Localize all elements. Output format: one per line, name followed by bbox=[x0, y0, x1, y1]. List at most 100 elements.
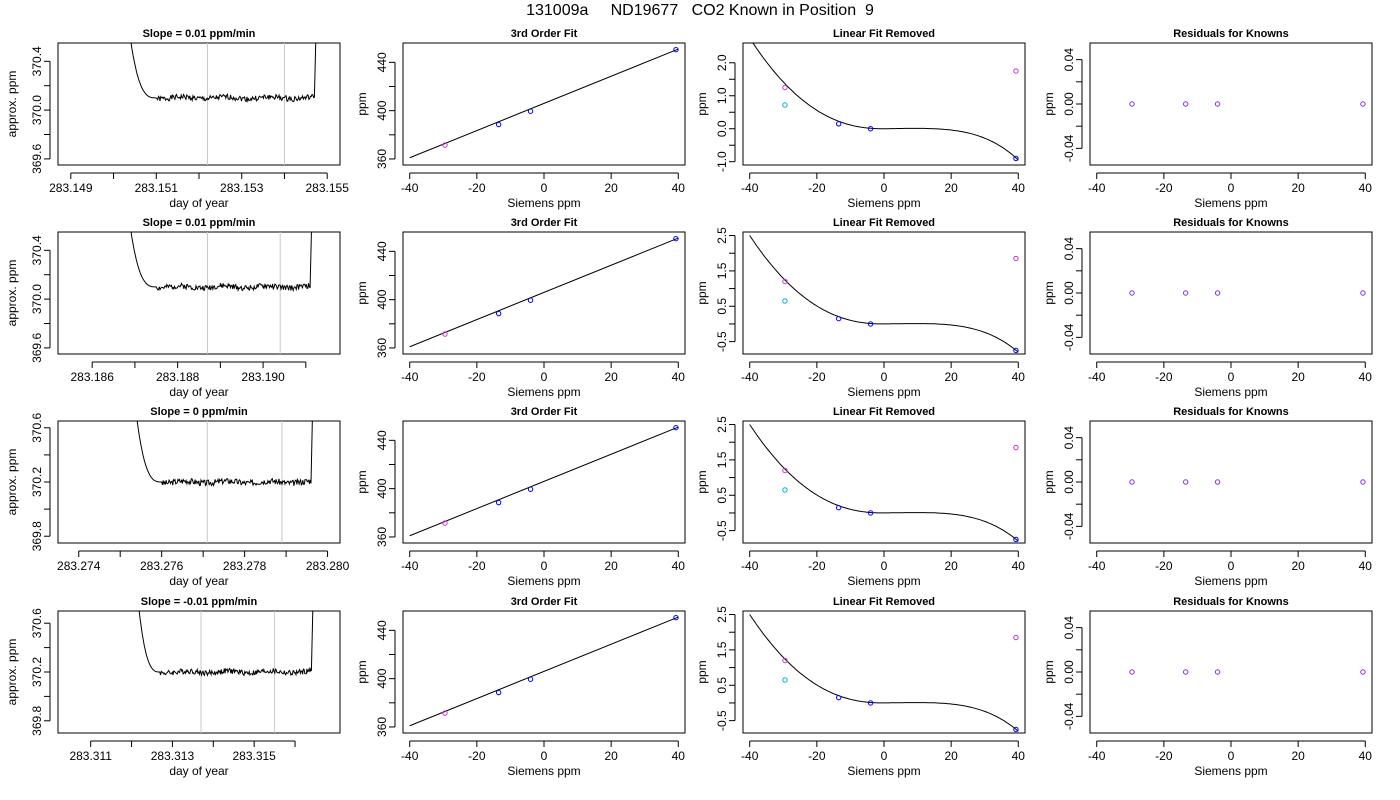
x-tick-label: 283.274 bbox=[57, 559, 101, 573]
data-point bbox=[1360, 479, 1366, 485]
x-tick-label: 40 bbox=[1359, 559, 1373, 573]
x-tick-label: -20 bbox=[1155, 749, 1173, 763]
y-tick-label: 0.00 bbox=[1062, 92, 1076, 116]
x-tick-label: 20 bbox=[1291, 749, 1305, 763]
plot-area bbox=[409, 46, 679, 159]
x-tick-label: -20 bbox=[468, 370, 486, 384]
chart-title: 3rd Order Fit bbox=[511, 28, 578, 40]
data-point bbox=[673, 235, 679, 242]
x-axis-label: day of year bbox=[169, 764, 228, 778]
y-tick-label: 370.4 bbox=[30, 46, 44, 76]
x-tick-label: 283.313 bbox=[151, 749, 195, 763]
data-point bbox=[1129, 290, 1135, 296]
y-tick-label: 440 bbox=[375, 620, 389, 640]
y-tick-label: 1.5 bbox=[715, 451, 729, 468]
y-tick-label: 0.04 bbox=[1062, 237, 1076, 261]
data-point bbox=[527, 676, 534, 682]
y-axis-label: ppm bbox=[695, 281, 709, 304]
plot-area bbox=[752, 43, 1019, 162]
plot-area bbox=[136, 421, 313, 543]
x-tick-label: 20 bbox=[1291, 559, 1305, 573]
x-tick-label: -20 bbox=[808, 370, 826, 384]
x-tick-label: -20 bbox=[468, 181, 486, 195]
x-axis-label: Siemens ppm bbox=[1194, 196, 1267, 210]
data-point bbox=[1214, 290, 1221, 296]
plot-frame bbox=[742, 610, 1026, 734]
y-tick-label: 0.00 bbox=[1062, 281, 1076, 305]
y-axis-label: ppm bbox=[355, 92, 369, 115]
chart-panel-r3-c0: Slope = -0.01 ppm/min 283.311 283.313 283.3… bbox=[5, 596, 341, 778]
x-axis-label: Siemens ppm bbox=[507, 196, 580, 210]
x-axis-label: Siemens ppm bbox=[1194, 574, 1267, 588]
y-axis-label: ppm bbox=[1042, 92, 1056, 115]
x-tick-label: 40 bbox=[1012, 749, 1026, 763]
x-tick-label: 40 bbox=[672, 749, 686, 763]
data-point bbox=[673, 424, 679, 431]
y-tick-label: 0.00 bbox=[1062, 470, 1076, 494]
y-tick-label: -0.04 bbox=[1062, 323, 1076, 351]
y-tick-label: 0.04 bbox=[1062, 426, 1076, 450]
x-tick-label: 20 bbox=[944, 559, 958, 573]
x-tick-label: 20 bbox=[1291, 181, 1305, 195]
chart-title: Linear Fit Removed bbox=[833, 596, 935, 608]
data-point bbox=[1182, 669, 1189, 675]
data-point bbox=[867, 321, 874, 327]
chart-title: Linear Fit Removed bbox=[833, 406, 935, 418]
data-point bbox=[673, 614, 679, 621]
data-point bbox=[442, 331, 448, 337]
y-axis-label: approx. ppm bbox=[5, 639, 19, 706]
plot-frame bbox=[1089, 231, 1373, 355]
data-point bbox=[1360, 290, 1366, 296]
y-tick-label: 0.04 bbox=[1062, 48, 1076, 72]
data-point bbox=[782, 487, 788, 493]
y-axis-label: ppm bbox=[1042, 470, 1056, 493]
x-tick-label: -20 bbox=[1155, 559, 1173, 573]
x-tick-label: 283.153 bbox=[220, 181, 264, 195]
data-point bbox=[495, 499, 502, 506]
co2-trace-line bbox=[136, 421, 313, 488]
plot-area bbox=[130, 232, 312, 354]
chart-panel-r2-c3: Residuals for Knowns -40 -20 0 20 40 Siemens p… bbox=[1042, 406, 1373, 588]
x-tick-label: 20 bbox=[944, 749, 958, 763]
x-tick-label: 0 bbox=[541, 370, 548, 384]
data-point bbox=[867, 510, 874, 516]
y-tick-label: 400 bbox=[375, 289, 389, 309]
x-axis-label: Siemens ppm bbox=[507, 574, 580, 588]
fit-line bbox=[409, 616, 679, 727]
x-tick-label: -40 bbox=[401, 181, 419, 195]
data-point bbox=[495, 310, 502, 317]
fit-line bbox=[409, 426, 679, 537]
x-tick-label: 0 bbox=[541, 181, 548, 195]
data-point bbox=[1013, 68, 1019, 74]
data-point bbox=[1013, 155, 1019, 162]
x-tick-label: 40 bbox=[672, 181, 686, 195]
y-tick-label: 370.0 bbox=[30, 284, 44, 314]
chart-title: Linear Fit Removed bbox=[833, 28, 935, 40]
chart-title: Residuals for Knowns bbox=[1173, 28, 1289, 40]
y-tick-label: 370.4 bbox=[30, 235, 44, 265]
x-tick-label: 283.190 bbox=[241, 370, 285, 384]
y-tick-label: 2.5 bbox=[715, 606, 729, 623]
x-axis-label: day of year bbox=[169, 385, 228, 399]
chart-panel-r3-c3: Residuals for Knowns -40 -20 0 20 40 Siemens p… bbox=[1042, 596, 1373, 778]
chart-panel-r2-c0: Slope = 0 ppm/min 283.274 283.276 283.278 28… bbox=[5, 406, 350, 588]
y-tick-label: 369.8 bbox=[30, 521, 44, 551]
chart-panel-r2-c1: 3rd Order Fit -40 -20 0 20 40 Siemens ppm 360 40… bbox=[355, 406, 686, 588]
y-tick-label: -0.04 bbox=[1062, 512, 1076, 540]
x-tick-label: 0 bbox=[1228, 559, 1235, 573]
cubic-curve bbox=[749, 614, 1019, 732]
y-tick-label: 369.6 bbox=[30, 333, 44, 363]
plot-area bbox=[1129, 479, 1366, 485]
x-tick-label: 283.311 bbox=[69, 749, 112, 763]
data-point bbox=[782, 298, 788, 304]
data-point bbox=[867, 126, 874, 132]
data-point bbox=[1013, 726, 1019, 733]
data-point bbox=[527, 486, 534, 492]
y-tick-label: -0.5 bbox=[715, 331, 729, 352]
y-tick-label: 440 bbox=[375, 430, 389, 450]
x-tick-label: 0 bbox=[881, 370, 888, 384]
y-axis-label: ppm bbox=[695, 92, 709, 115]
plot-frame bbox=[57, 231, 341, 355]
x-tick-label: -40 bbox=[401, 559, 419, 573]
fit-line bbox=[409, 237, 679, 348]
